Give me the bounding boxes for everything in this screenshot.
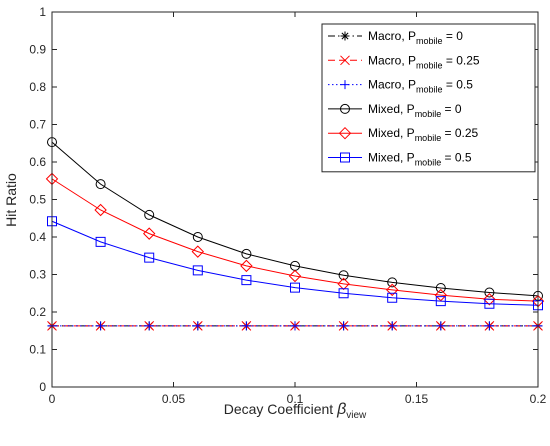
data-point — [338, 288, 349, 299]
data-point — [484, 321, 494, 331]
legend-entry-2: Macro, Pmobile = 0.25 — [328, 53, 480, 70]
legend-label: Mixed, Pmobile = 0 — [368, 102, 462, 119]
data-point — [435, 296, 446, 307]
x-axis-label: Decay Coefficient βview — [224, 401, 367, 421]
data-point — [387, 292, 398, 303]
data-point — [483, 293, 496, 306]
data-point — [290, 321, 300, 331]
series-3 — [47, 321, 543, 331]
data-point — [387, 277, 398, 288]
y-tick-label: 0.5 — [29, 193, 46, 207]
data-point — [142, 227, 156, 240]
data-point — [337, 277, 350, 291]
legend-entry-1: Macro, Pmobile = 0 — [328, 29, 463, 46]
data-point — [338, 270, 349, 281]
data-point — [290, 282, 300, 293]
legend-entry-6: Mixed, Pmobile = 0.5 — [328, 151, 472, 168]
series-line — [51, 141, 539, 297]
data-point — [339, 321, 349, 331]
legend-marker — [340, 55, 350, 66]
data-point — [144, 321, 154, 331]
series-6 — [47, 216, 543, 311]
data-point — [240, 259, 253, 273]
data-point — [385, 283, 399, 297]
legend-label: Macro, Pmobile = 0.5 — [368, 78, 473, 95]
y-axis-label: Hit Ratio — [3, 173, 19, 227]
series-line — [51, 220, 539, 306]
data-point — [94, 203, 107, 217]
legend-entry-5: Mixed, Pmobile = 0.25 — [328, 126, 479, 143]
series-layer — [45, 137, 545, 331]
y-tick-label: 0 — [39, 380, 46, 394]
y-tick-label: 0.1 — [29, 343, 46, 357]
data-point — [193, 321, 203, 331]
data-point — [144, 252, 155, 263]
data-point — [387, 321, 397, 331]
y-tick-label: 0.2 — [29, 305, 46, 319]
legend-marker — [340, 152, 350, 163]
legend-entry-3: Macro, Pmobile = 0.5 — [328, 78, 473, 95]
y-tick-label: 0.6 — [29, 155, 46, 169]
series-line — [51, 178, 539, 302]
y-tick-label: 0.8 — [29, 80, 46, 94]
data-point — [241, 248, 252, 259]
x-tick-label: 0.1 — [287, 392, 304, 406]
legend-marker — [340, 31, 350, 41]
legend-label: Macro, Pmobile = 0.25 — [368, 53, 480, 70]
data-point — [95, 179, 106, 190]
x-tick-label: 0 — [49, 392, 56, 406]
data-point — [435, 283, 446, 293]
y-tick-label: 0.9 — [29, 43, 46, 57]
data-point — [484, 298, 495, 309]
legend-entry-4: Mixed, Pmobile = 0 — [328, 102, 462, 119]
legend-label: Macro, Pmobile = 0 — [368, 29, 463, 46]
axes-layer: 0 0.05 0.1 0.15 0.2 0 0.1 0.2 0.3 0.4 0.5 0.6 0.7 0.8… — [29, 5, 546, 406]
data-point — [241, 275, 252, 286]
y-tick-label: 1 — [39, 5, 46, 19]
legend-marker — [340, 80, 350, 90]
legend: Macro, Pmobile = 0 Macro, Pmobile = 0.25 M… — [321, 23, 536, 173]
data-point — [436, 321, 446, 331]
legend-box — [321, 23, 536, 173]
data-point — [192, 232, 203, 242]
y-tick-label: 0.4 — [29, 230, 46, 244]
y-tick-label: 0.7 — [29, 118, 46, 132]
data-point — [96, 321, 106, 331]
data-point — [191, 245, 205, 258]
y-tick-label: 0.3 — [29, 268, 46, 282]
data-point — [288, 269, 302, 283]
legend-marker — [338, 126, 352, 140]
data-point — [95, 236, 106, 247]
data-point — [241, 321, 251, 331]
legend-label: Mixed, Pmobile = 0.5 — [368, 151, 472, 168]
data-point — [192, 265, 203, 276]
legend-marker — [340, 103, 350, 114]
legend-label: Mixed, Pmobile = 0.25 — [368, 126, 479, 143]
x-tick-label: 0.05 — [162, 392, 186, 406]
data-point — [484, 287, 495, 298]
data-point — [144, 209, 155, 220]
x-tick-label: 0.2 — [530, 392, 547, 406]
x-tick-label: 0.15 — [405, 392, 429, 406]
